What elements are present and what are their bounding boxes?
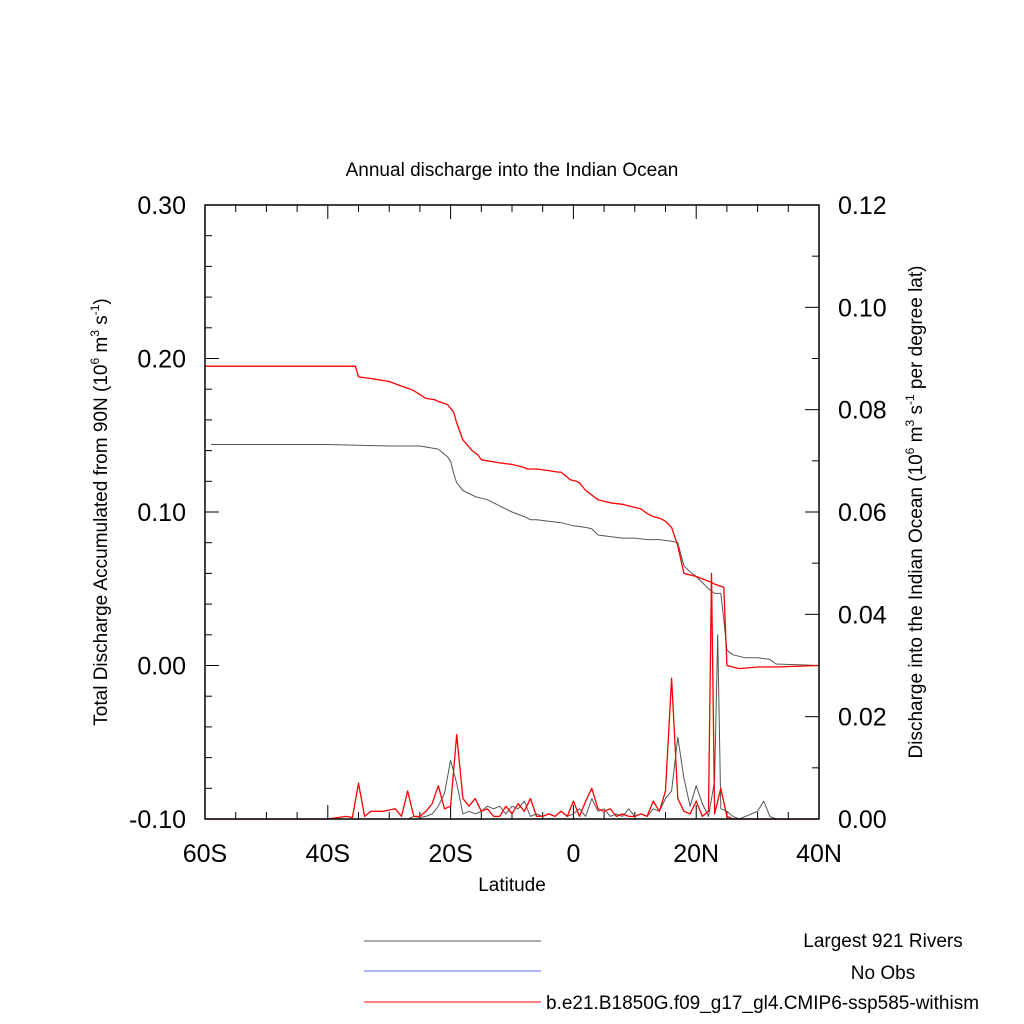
y-tick-label-left: 0.00 [137, 653, 186, 681]
y-tick-label-left: 0.20 [137, 346, 186, 374]
tick-labels: 60S 40S 20S 0 20N 40N -0.10 0.00 0.10 0.20 0.30 0.0… [129, 192, 887, 868]
y-tick-label-right: 0.00 [838, 806, 887, 834]
y-tick-label-right: 0.10 [838, 294, 887, 322]
y-tick-label-left: 0.10 [137, 499, 186, 527]
y-tick-label-right: 0.02 [838, 704, 887, 732]
y-tick-label-right: 0.08 [838, 397, 887, 425]
y-axis-right-label: Discharge into the Indian Ocean (106 m3 … [903, 266, 927, 759]
plot-frame [204, 204, 820, 820]
y-tick-label-left: -0.10 [129, 806, 186, 834]
series-model-per-lat [205, 572, 819, 820]
chart-title: Annual discharge into the Indian Ocean [346, 160, 679, 181]
legend-label-largest-rivers: Largest 921 Rivers [803, 931, 962, 952]
axis-ticks [204, 204, 820, 820]
y-tick-label-right: 0.04 [838, 601, 887, 629]
legend-label-model: b.e21.B1850G.f09_g17_gl4.CMIP6-ssp585-wi… [546, 993, 979, 1014]
legend-label-no-obs: No Obs [851, 963, 915, 984]
x-tick-label: 20S [428, 840, 472, 868]
x-tick-label: 0 [566, 840, 580, 868]
series-layer [205, 365, 820, 820]
x-tick-label: 40N [796, 840, 842, 868]
y-tick-label-left: 0.30 [137, 192, 186, 220]
series-model-accumulated [205, 365, 820, 670]
y-axis-left-label: Total Discharge Accumulated from 90N (10… [88, 298, 112, 725]
x-tick-label: 60S [183, 840, 227, 868]
series-obs-per-lat [205, 634, 819, 820]
x-axis-label: Latitude [478, 875, 546, 896]
legend: Largest 921 Rivers No Obs b.e21.B1850G.f… [364, 931, 979, 1014]
x-tick-label: 40S [306, 840, 350, 868]
y-tick-label-right: 0.12 [838, 192, 887, 220]
series-obs-accumulated [211, 444, 820, 666]
x-tick-label: 20N [673, 840, 719, 868]
y-tick-label-right: 0.06 [838, 499, 887, 527]
